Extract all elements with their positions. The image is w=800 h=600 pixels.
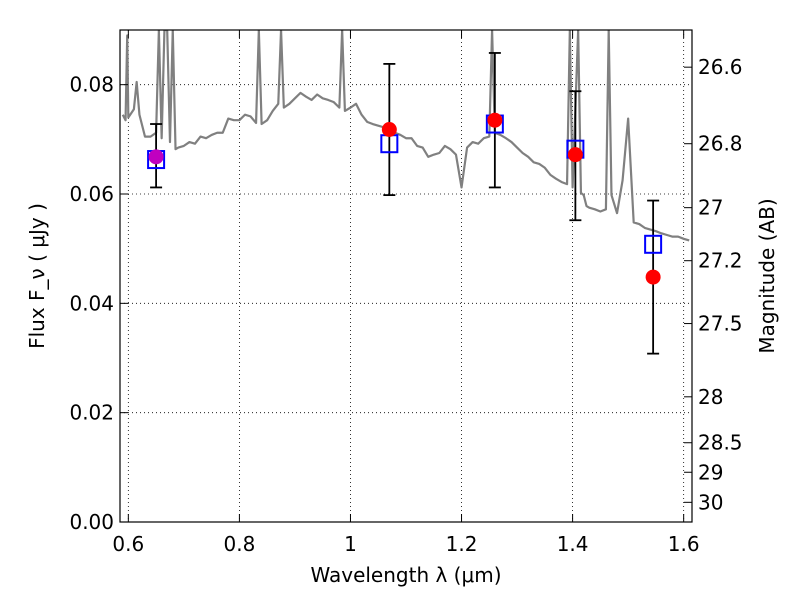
x-tick-label: 1.2	[446, 532, 478, 556]
spectrum-layer	[121, 30, 690, 242]
y-tick-label: 0.08	[69, 73, 114, 97]
observed-point	[645, 269, 661, 285]
observed-point	[487, 112, 503, 128]
right-tick-label: 28	[698, 385, 723, 409]
right-tick-label: 30	[698, 490, 723, 514]
model-square	[644, 234, 663, 254]
observed-point	[567, 147, 583, 163]
model-points-layer	[147, 114, 663, 254]
y-tick-label: 0.04	[69, 291, 114, 315]
y-tick-label: 0.02	[69, 401, 114, 425]
x-tick-label: 1.4	[557, 532, 589, 556]
right-tick-label: 26.6	[698, 55, 743, 79]
right-tick-label: 28.5	[698, 431, 743, 455]
right-axis-ticks: 26.6 26.8 27 27.2 27.5 28 28.5 29 30	[684, 55, 743, 514]
y-axis-label: Flux F_ν ( μJy )	[25, 203, 49, 349]
x-tick-label: 0.6	[112, 532, 144, 556]
right-axis-label: Magnitude (AB)	[755, 198, 779, 353]
observed-points-layer	[148, 112, 661, 285]
y-axis-ticks: 0.00 0.02 0.04 0.06 0.08	[69, 73, 128, 534]
spectrum-line	[121, 30, 690, 242]
x-tick-label: 1	[344, 532, 357, 556]
plot-frame	[119, 29, 693, 523]
y-tick-label: 0.06	[69, 182, 114, 206]
observed-point	[381, 121, 397, 137]
x-tick-label: 1.6	[668, 532, 700, 556]
right-tick-label: 29	[698, 460, 723, 484]
x-axis-ticks: 0.6 0.8 1 1.2 1.4 1.6	[112, 30, 700, 556]
grid-lines	[120, 30, 692, 522]
right-tick-label: 26.8	[698, 132, 743, 156]
y-tick-label: 0.00	[69, 510, 114, 534]
observed-point	[148, 149, 164, 165]
errorbar-layer	[150, 52, 660, 355]
x-axis-label: Wavelength λ (μm)	[310, 563, 501, 587]
right-tick-label: 27	[698, 196, 723, 220]
right-tick-label: 27.5	[698, 312, 743, 336]
right-tick-label: 27.2	[698, 249, 743, 273]
x-tick-label: 0.8	[223, 532, 255, 556]
